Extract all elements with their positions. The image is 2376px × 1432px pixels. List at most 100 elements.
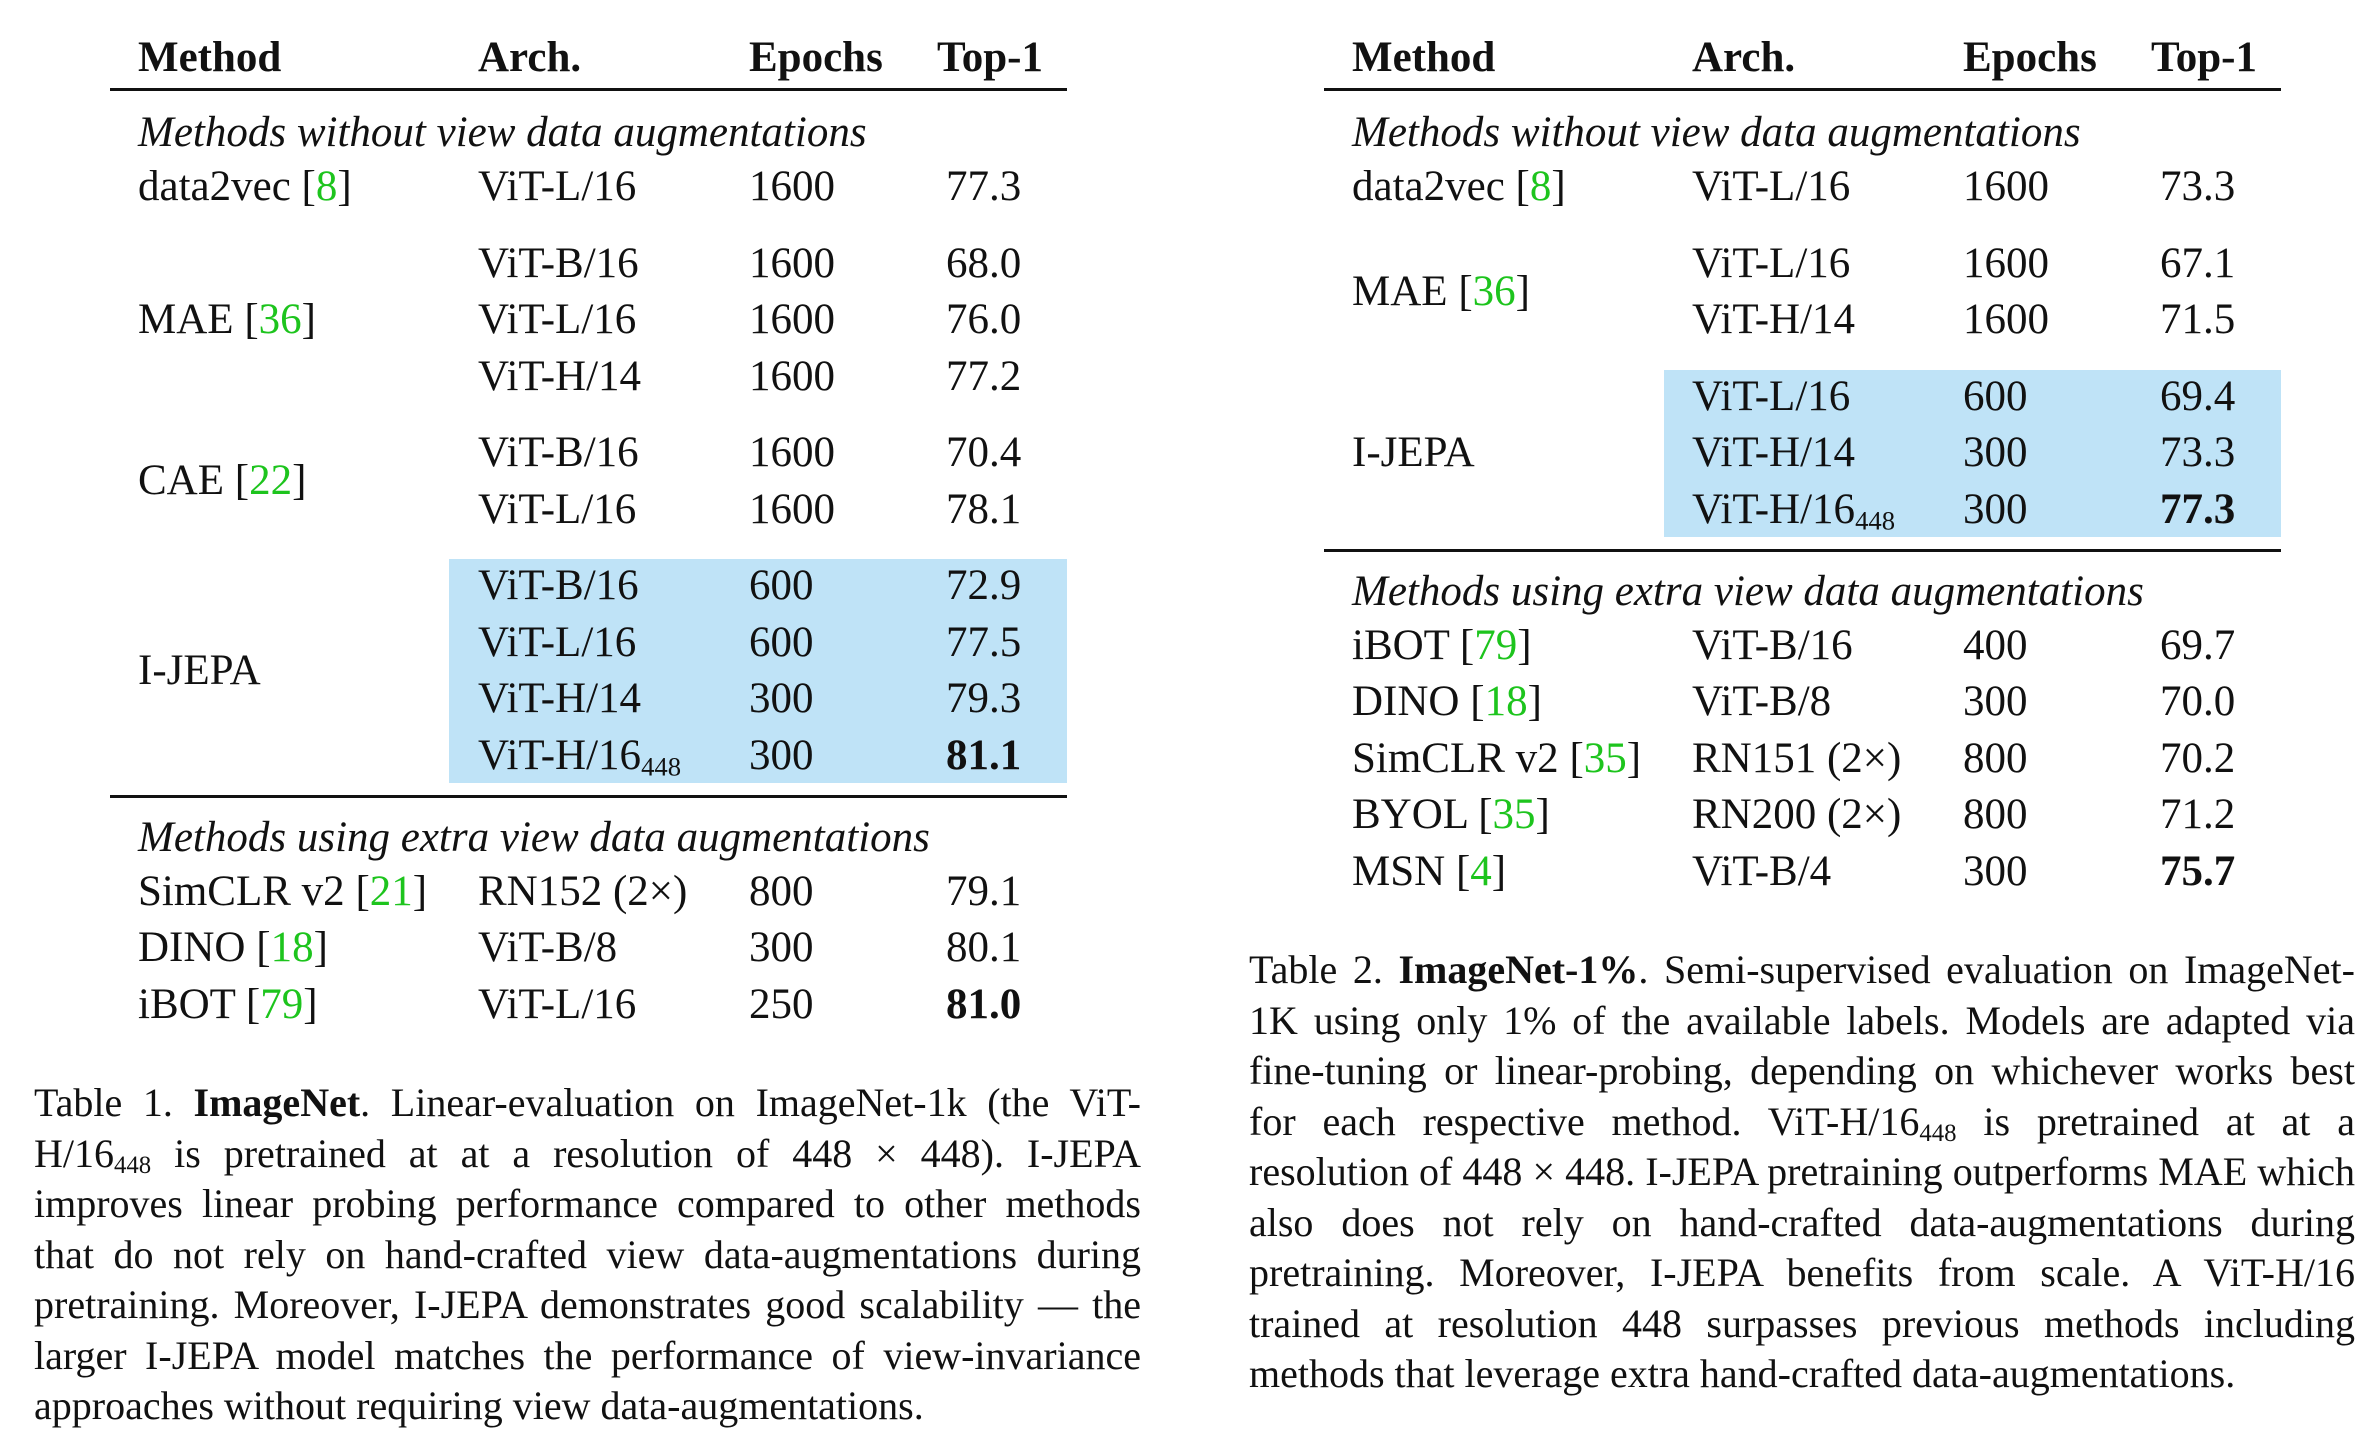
- citation: [21]: [355, 867, 428, 915]
- citation: [79]: [245, 980, 318, 1028]
- highlight: [1664, 369, 2281, 537]
- citation: [8]: [301, 163, 352, 210]
- arch: ViT-L/16: [478, 977, 636, 1033]
- arch: ViT-H/14: [1692, 425, 1855, 481]
- arch-text: ViT-B/16: [478, 562, 639, 609]
- arch-text: ViT-B/8: [1692, 678, 1832, 725]
- caption-text: 448: [114, 1151, 152, 1179]
- top1: 77.5: [946, 618, 1022, 666]
- arch-text: ViT-L/16: [478, 163, 637, 210]
- method-name: BYOL [35]: [1352, 787, 1550, 843]
- citation: [8]: [1515, 163, 1566, 210]
- caption-text: 448: [1919, 1119, 1957, 1147]
- caption-text: . Linear-evaluation on ImageNet-1k (the …: [34, 1080, 1142, 1176]
- arch: ViT-L/16: [1692, 236, 1850, 292]
- epochs: 800: [1963, 734, 2028, 782]
- method: MAE: [1352, 267, 1448, 315]
- method: SimCLR v2: [1352, 734, 1559, 782]
- citation: [4]: [1455, 847, 1507, 895]
- arch-text: ViT-L/16: [478, 296, 637, 343]
- arch: ViT-B/8: [1692, 674, 1831, 730]
- citation: [36]: [244, 296, 316, 343]
- method: I-JEPA: [1352, 429, 1475, 476]
- caption: Table 1. ImageNet. Linear-evaluation on …: [34, 1078, 1141, 1432]
- table-rule: [1324, 87, 2281, 91]
- section-heading: Methods using extra view data augmentati…: [138, 813, 930, 861]
- arch-text: ViT-L/16: [478, 618, 637, 666]
- method-name: I-JEPA: [138, 643, 261, 699]
- arch-text: ViT-L/16: [1692, 372, 1851, 420]
- top1: 75.7: [2160, 847, 2236, 895]
- epochs: 300: [1963, 429, 2028, 476]
- top1: 68.0: [946, 239, 1022, 287]
- top1: 77.2: [946, 352, 1022, 400]
- citation: [18]: [256, 924, 328, 971]
- column-header: Top-1: [937, 34, 1043, 81]
- method: CAE: [138, 457, 224, 505]
- arch-text: ViT-L/16: [478, 485, 637, 533]
- top1: 70.2: [2160, 734, 2236, 782]
- method-name: iBOT [79]: [138, 977, 318, 1033]
- arch-text: ViT-L/16: [478, 980, 637, 1028]
- method: data2vec: [138, 163, 291, 210]
- top1: 80.1: [946, 924, 1022, 971]
- arch-text: ViT-B/8: [478, 924, 618, 971]
- method: iBOT: [1352, 621, 1450, 669]
- column-header: Top-1: [2151, 34, 2257, 81]
- method-name: MAE [36]: [138, 292, 316, 348]
- citation: [79]: [1459, 621, 1532, 669]
- method: SimCLR v2: [138, 867, 345, 915]
- arch: ViT-B/16: [1692, 618, 1853, 674]
- epochs: 1600: [749, 352, 835, 400]
- citation: [35]: [1478, 791, 1550, 838]
- arch: ViT-H/14: [478, 349, 641, 405]
- top1: 72.9: [946, 562, 1022, 609]
- method: DINO: [1352, 678, 1460, 725]
- arch-text: ViT-H/14: [478, 352, 642, 400]
- arch-subscript: 448: [641, 751, 682, 782]
- table-rule: [1324, 549, 2281, 552]
- top1: 70.4: [946, 429, 1022, 476]
- method: MSN: [1352, 847, 1446, 895]
- epochs: 600: [749, 562, 814, 609]
- epochs: 300: [1963, 485, 2028, 533]
- top1: 73.3: [2160, 429, 2236, 476]
- method-name: CAE [22]: [138, 453, 306, 509]
- method-name: MAE [36]: [1352, 264, 1530, 320]
- arch: ViT-L/16: [1692, 369, 1850, 425]
- column-header: Arch.: [478, 34, 582, 81]
- top1: 81.0: [946, 980, 1022, 1028]
- section-heading: Methods without view data augmentations: [1352, 109, 2081, 156]
- epochs: 300: [749, 731, 814, 779]
- epochs: 300: [1963, 847, 2028, 895]
- arch-text: RN151 (2×): [1692, 734, 1902, 782]
- top1: 70.0: [2160, 678, 2236, 725]
- epochs: 1600: [749, 163, 835, 210]
- epochs: 1600: [749, 429, 835, 476]
- caption-text: ImageNet-1%: [1398, 947, 1639, 992]
- arch: ViT-L/16: [478, 159, 636, 215]
- arch: ViT-H/16448: [478, 728, 681, 784]
- arch-text: RN152 (2×): [478, 867, 688, 915]
- epochs: 250: [749, 980, 814, 1028]
- arch-text: RN200 (2×): [1692, 791, 1902, 838]
- epochs: 600: [749, 618, 814, 666]
- method-name: I-JEPA: [1352, 425, 1475, 481]
- method-name: iBOT [79]: [1352, 618, 1532, 674]
- arch: RN151 (2×): [1692, 731, 1901, 787]
- epochs: 1600: [749, 296, 835, 343]
- caption-text: is pretrained at at a resolution of 448 …: [1249, 1098, 2356, 1397]
- method: iBOT: [138, 980, 236, 1028]
- arch-text: ViT-H/16: [1692, 485, 1856, 533]
- method-name: data2vec [8]: [138, 159, 352, 215]
- epochs: 300: [749, 924, 814, 971]
- method-name: DINO [18]: [1352, 674, 1542, 730]
- epochs: 1600: [1963, 239, 2049, 287]
- top1: 81.1: [946, 731, 1022, 779]
- epochs: 1600: [1963, 163, 2049, 210]
- arch-text: ViT-B/16: [478, 239, 639, 287]
- method: MAE: [138, 296, 234, 343]
- arch: ViT-H/14: [478, 671, 641, 727]
- highlight: [449, 559, 1067, 783]
